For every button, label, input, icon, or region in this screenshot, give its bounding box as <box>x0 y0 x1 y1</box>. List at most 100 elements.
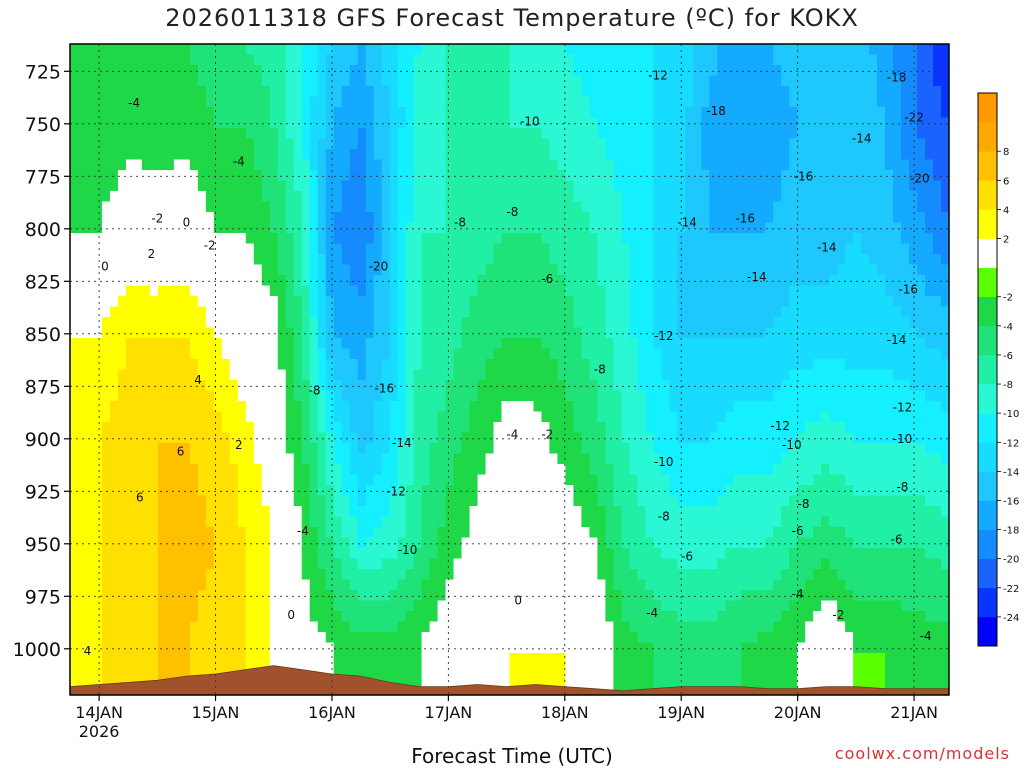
heatmap-cell <box>309 338 319 350</box>
heatmap-cell <box>893 75 902 87</box>
heatmap-cell <box>669 401 678 413</box>
heatmap-cell <box>661 201 670 213</box>
heatmap-cell <box>781 128 790 140</box>
heatmap-cell <box>293 485 303 497</box>
heatmap-cell <box>541 285 551 297</box>
heatmap-cell <box>429 128 439 140</box>
heatmap-cell <box>781 117 790 129</box>
heatmap-cell <box>709 159 718 171</box>
heatmap-cell <box>821 275 830 287</box>
heatmap-cell <box>925 359 934 371</box>
heatmap-cell <box>253 128 263 140</box>
heatmap-cell <box>85 338 95 350</box>
heatmap-cell <box>485 117 495 129</box>
heatmap-cell <box>573 107 583 119</box>
heatmap-cell <box>693 201 702 213</box>
heatmap-cell <box>421 411 431 423</box>
heatmap-cell <box>581 264 591 276</box>
heatmap-cell <box>85 44 95 56</box>
heatmap-cell <box>525 390 535 402</box>
heatmap-cell <box>133 170 143 182</box>
heatmap-cell <box>885 306 894 318</box>
heatmap-cell <box>205 495 215 507</box>
heatmap-cell <box>437 149 447 161</box>
heatmap-cell <box>941 495 949 507</box>
heatmap-cell <box>141 411 151 423</box>
heatmap-cell <box>781 285 790 297</box>
heatmap-cell <box>541 243 551 255</box>
heatmap-cell <box>877 296 886 308</box>
heatmap-cell <box>669 285 678 297</box>
heatmap-cell <box>157 44 167 56</box>
heatmap-cell <box>925 201 934 213</box>
heatmap-cell <box>149 411 159 423</box>
heatmap-cell <box>917 222 926 234</box>
heatmap-cell <box>709 422 718 434</box>
heatmap-cell <box>597 44 606 56</box>
heatmap-cell <box>317 201 327 213</box>
heatmap-cell <box>541 474 551 486</box>
heatmap-cell <box>605 138 614 150</box>
heatmap-cell <box>197 506 207 518</box>
heatmap-cell <box>221 495 231 507</box>
heatmap-cell <box>373 296 383 308</box>
heatmap-cell <box>325 180 335 192</box>
heatmap-cell <box>605 474 614 486</box>
heatmap-cell <box>333 516 343 528</box>
heatmap-cell <box>293 327 303 339</box>
heatmap-cell <box>181 317 191 329</box>
heatmap-cell <box>213 243 223 255</box>
heatmap-cell <box>589 117 598 129</box>
heatmap-cell <box>253 264 263 276</box>
heatmap-cell <box>749 180 758 192</box>
heatmap-cell <box>549 285 559 297</box>
heatmap-cell <box>893 201 902 213</box>
heatmap-cell <box>869 54 878 66</box>
heatmap-cell <box>661 432 670 444</box>
heatmap-cell <box>213 285 223 297</box>
heatmap-cell <box>741 191 750 203</box>
heatmap-cell <box>749 254 758 266</box>
heatmap-cell <box>789 275 798 287</box>
heatmap-cell <box>477 380 487 392</box>
heatmap-cell <box>70 191 79 203</box>
heatmap-cell <box>885 390 894 402</box>
heatmap-cell <box>749 128 758 140</box>
heatmap-cell <box>269 138 279 150</box>
heatmap-cell <box>605 201 614 213</box>
heatmap-cell <box>173 317 183 329</box>
heatmap-cell <box>357 443 367 455</box>
heatmap-cell <box>493 306 503 318</box>
heatmap-cell <box>333 170 343 182</box>
heatmap-cell <box>813 485 822 497</box>
heatmap-cell <box>357 474 367 486</box>
heatmap-cell <box>269 264 279 276</box>
heatmap-cell <box>533 453 543 465</box>
heatmap-cell <box>749 54 758 66</box>
heatmap-cell <box>397 443 407 455</box>
heatmap-cell <box>70 212 79 224</box>
heatmap-cell <box>725 359 734 371</box>
heatmap-cell <box>845 338 854 350</box>
heatmap-cell <box>301 369 311 381</box>
heatmap-cell <box>853 443 862 455</box>
heatmap-cell <box>509 422 519 434</box>
heatmap-cell <box>93 201 103 213</box>
heatmap-cell <box>845 233 854 245</box>
heatmap-cell <box>261 495 271 507</box>
heatmap-cell <box>237 348 247 360</box>
heatmap-cell <box>173 432 183 444</box>
heatmap-cell <box>405 348 415 360</box>
heatmap-cell <box>413 54 423 66</box>
heatmap-cell <box>797 443 806 455</box>
heatmap-cell <box>941 65 949 77</box>
heatmap-cell <box>557 369 567 381</box>
heatmap-cell <box>597 275 606 287</box>
heatmap-cell <box>125 233 135 245</box>
heatmap-cell <box>101 201 111 213</box>
heatmap-cell <box>877 254 886 266</box>
heatmap-cell <box>837 75 846 87</box>
heatmap-cell <box>829 348 838 360</box>
heatmap-cell <box>549 348 559 360</box>
heatmap-cell <box>797 212 806 224</box>
